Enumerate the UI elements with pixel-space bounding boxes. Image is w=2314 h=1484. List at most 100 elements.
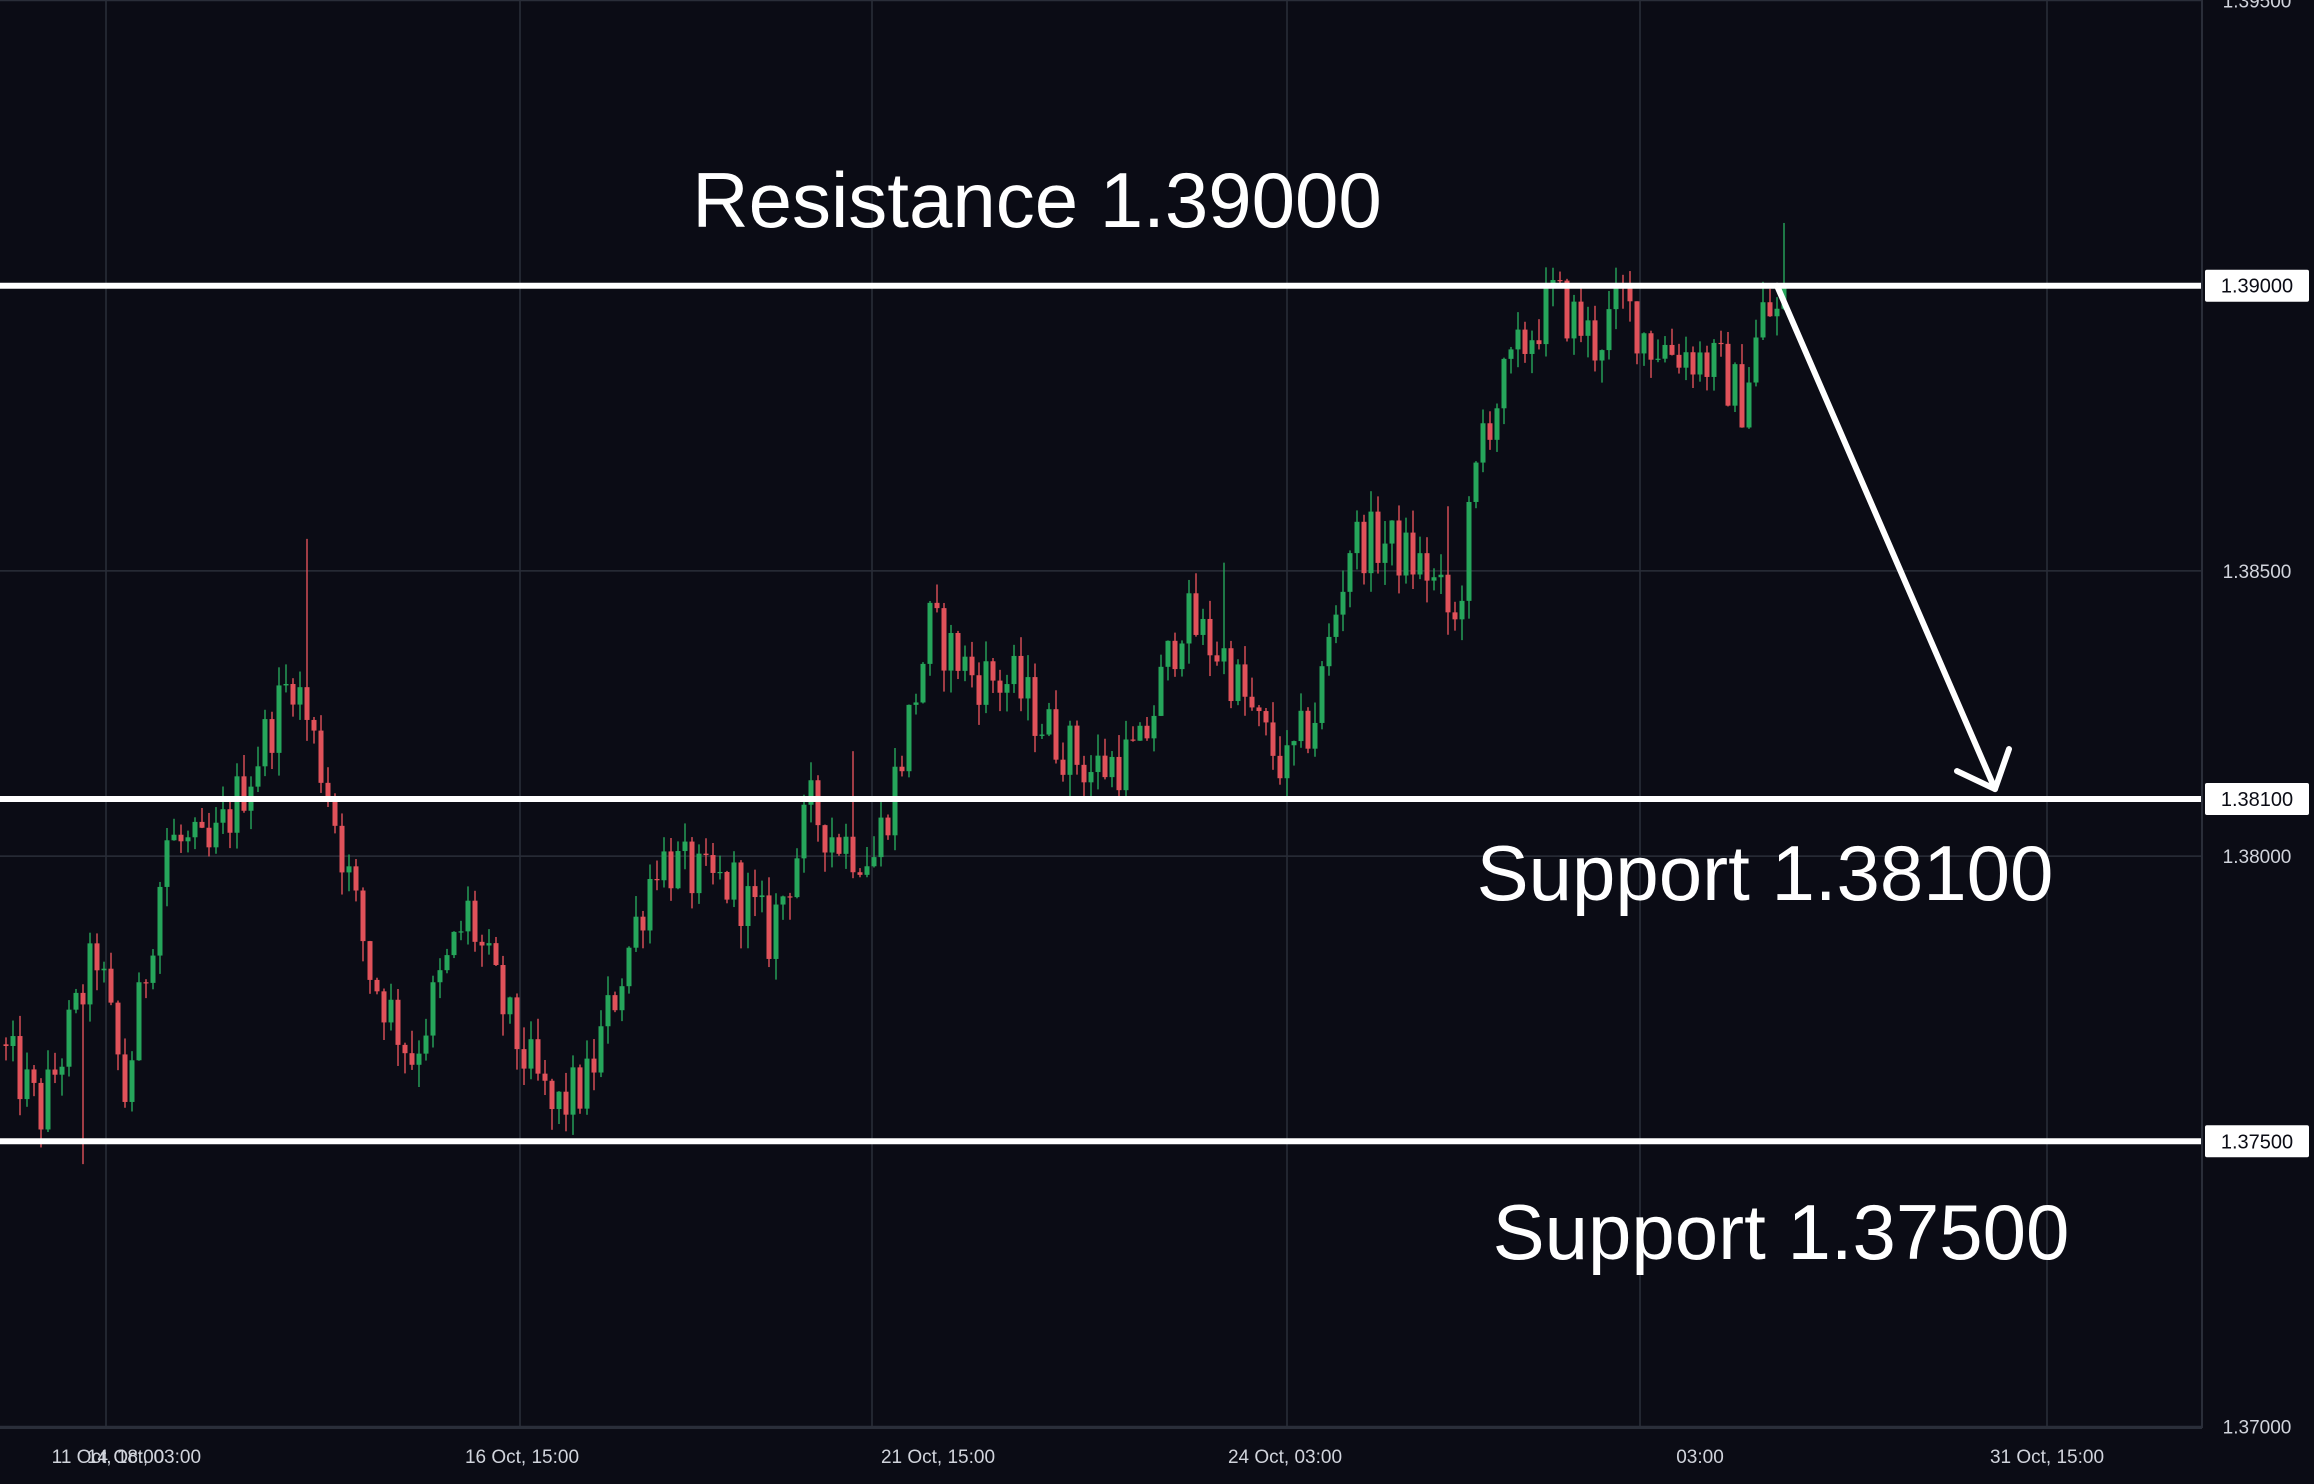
- candle: [1662, 336, 1668, 363]
- candle: [52, 1052, 58, 1084]
- candle: [619, 978, 625, 1022]
- x-tick-label: 11 Oct, 18:00: [52, 1447, 165, 1468]
- candle: [507, 996, 513, 1024]
- candle: [1501, 357, 1507, 425]
- candle: [1487, 411, 1493, 450]
- candle: [24, 1052, 30, 1107]
- candle: [164, 828, 170, 907]
- candle: [829, 817, 835, 868]
- candle: [1018, 637, 1024, 712]
- candle: [1627, 271, 1633, 322]
- candle: [178, 824, 184, 853]
- candle: [255, 746, 261, 793]
- support-1-annotation: Support 1.38100: [1477, 829, 2054, 917]
- candle: [1508, 346, 1514, 374]
- candle: [577, 1064, 583, 1114]
- candle: [367, 940, 373, 994]
- candle: [1130, 726, 1136, 742]
- candle: [759, 880, 765, 913]
- candle: [458, 920, 464, 941]
- candle: [1760, 281, 1766, 341]
- candle: [1564, 278, 1570, 342]
- candle: [1172, 632, 1178, 677]
- candle: [206, 812, 212, 857]
- candle: [1683, 336, 1689, 381]
- candle: [1452, 601, 1458, 631]
- projection-arrow: [1774, 282, 2012, 793]
- candle: [423, 1018, 429, 1061]
- candle: [465, 886, 471, 945]
- candle: [1529, 330, 1535, 374]
- candle: [262, 709, 268, 777]
- candle: [1375, 496, 1381, 574]
- candle: [1417, 536, 1423, 580]
- candle: [808, 762, 814, 823]
- projection-arrow-head: [1954, 746, 2012, 793]
- candle: [66, 1000, 72, 1077]
- candle: [570, 1055, 576, 1135]
- resistance-price-tag-text: 1.39000: [2221, 276, 2293, 298]
- candle: [1207, 600, 1213, 677]
- candle: [136, 972, 142, 1061]
- candle: [493, 936, 499, 966]
- candle: [276, 667, 282, 776]
- candle: [899, 755, 905, 777]
- candle: [437, 958, 443, 999]
- candle: [675, 841, 681, 890]
- candle: [563, 1072, 569, 1132]
- candle: [73, 988, 79, 1014]
- candle: [633, 896, 639, 952]
- candle: [766, 877, 772, 968]
- candle: [1767, 288, 1773, 317]
- candle: [885, 814, 891, 840]
- grid-lines: [0, 0, 2202, 1428]
- candle: [1473, 461, 1479, 509]
- candle: [1459, 585, 1465, 641]
- candle: [185, 830, 191, 853]
- candle: [640, 910, 646, 949]
- candle: [1186, 579, 1192, 664]
- candle: [38, 1078, 44, 1148]
- candle: [381, 988, 387, 1041]
- candle: [1004, 674, 1010, 712]
- candle: [1571, 294, 1577, 355]
- candle: [304, 538, 310, 741]
- y-tick-label: 1.37000: [2223, 1418, 2292, 1439]
- candle: [864, 846, 870, 878]
- candle: [738, 860, 744, 949]
- price-axis[interactable]: 1.39000 1.38100 1.37500 1.39500 1.38500 1.380…: [2205, 0, 2309, 1439]
- candle: [542, 1059, 548, 1096]
- candle: [1333, 605, 1339, 644]
- candle: [906, 704, 912, 778]
- candle: [773, 893, 779, 980]
- candle: [1739, 344, 1745, 428]
- candle: [598, 1010, 604, 1078]
- candle: [1165, 640, 1171, 681]
- x-tick-label: 16 Oct, 15:00: [465, 1447, 579, 1468]
- projection-arrow-shaft: [1774, 282, 1998, 793]
- resistance-annotation: Resistance 1.39000: [692, 156, 1381, 244]
- candle: [1151, 705, 1157, 752]
- candle: [220, 786, 226, 834]
- candles: [3, 222, 1787, 1165]
- candle: [402, 1042, 408, 1074]
- candle: [1039, 723, 1045, 739]
- candle: [871, 836, 877, 868]
- candle: [1193, 573, 1199, 637]
- candle: [745, 872, 751, 949]
- candle: [1074, 720, 1080, 775]
- candle: [1543, 267, 1549, 357]
- candle: [472, 890, 478, 952]
- x-tick-label: 14 Oct, 03:00: [87, 1447, 201, 1468]
- candle: [1214, 641, 1220, 666]
- candle: [1032, 663, 1038, 753]
- candle: [122, 1038, 128, 1108]
- candle: [108, 952, 114, 1006]
- candle: [213, 807, 219, 854]
- candle: [556, 1091, 562, 1125]
- candle: [717, 855, 723, 880]
- candle: [115, 1000, 121, 1071]
- candle: [626, 946, 632, 994]
- candle: [129, 1051, 135, 1112]
